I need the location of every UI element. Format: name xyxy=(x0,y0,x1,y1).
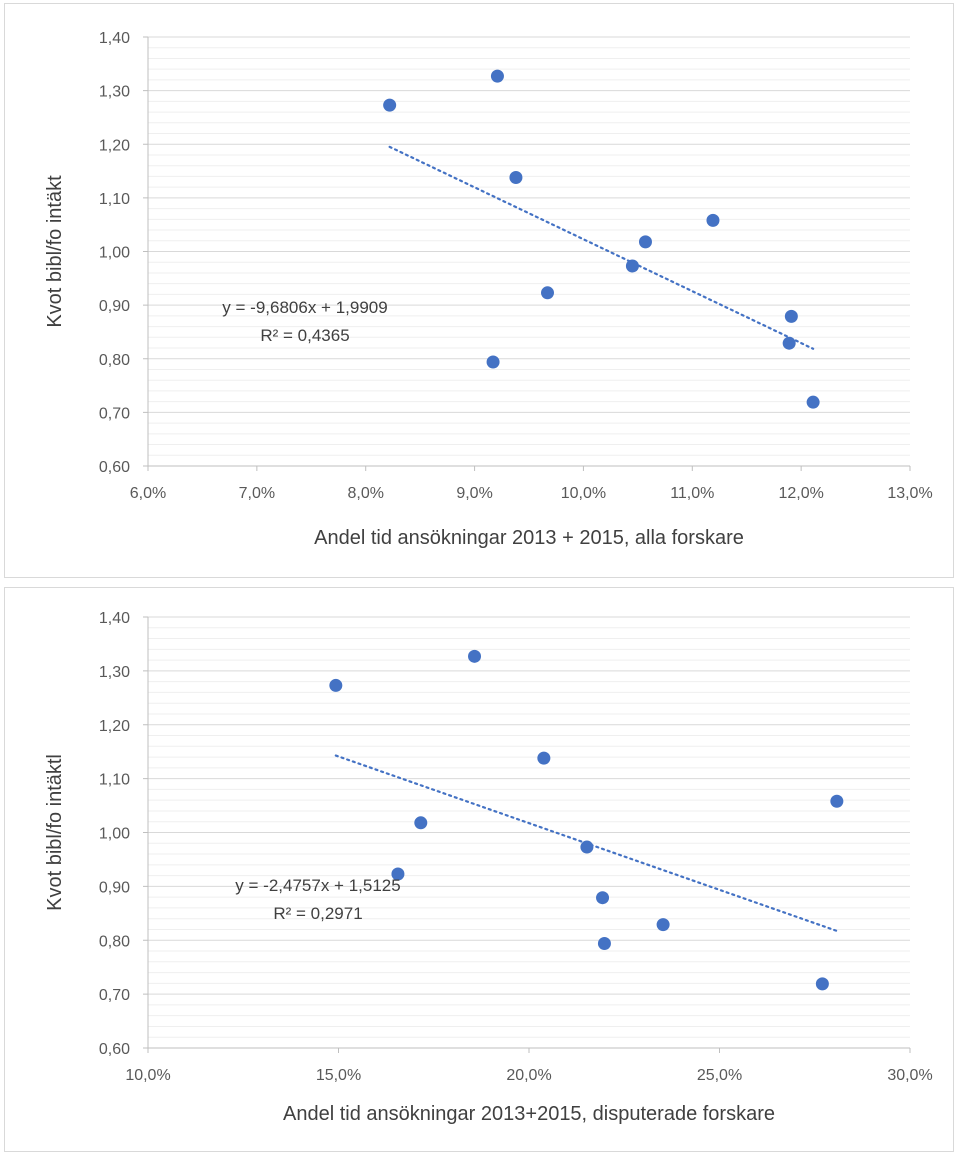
y-tick-label: 0,60 xyxy=(99,1041,130,1058)
y-tick-label: 1,10 xyxy=(99,191,130,208)
data-point xyxy=(490,69,504,83)
data-point xyxy=(815,977,829,991)
x-tick-label: 9,0% xyxy=(456,485,492,502)
data-point xyxy=(596,891,610,905)
y-tick-label: 1,00 xyxy=(99,245,130,262)
scatter-plot-1: 0,60 0,70 0,80 0,90 1,00 1,10 1,20 1,30 1,40 6,0%… xyxy=(44,30,933,549)
y-tick-label: 0,90 xyxy=(99,879,130,896)
data-point xyxy=(580,840,594,854)
y-tick-label: 0,80 xyxy=(99,352,130,369)
data-point xyxy=(391,867,405,881)
y-axis-title: Kvot bibl/fo intäktl xyxy=(44,754,66,911)
data-point xyxy=(806,395,820,409)
data-point xyxy=(541,286,555,300)
x-tick-label: 30,0% xyxy=(887,1067,932,1084)
y-tick-label: 0,60 xyxy=(99,459,130,476)
x-tick-label: 8,0% xyxy=(347,485,383,502)
data-point xyxy=(537,751,551,765)
data-point xyxy=(784,309,798,323)
x-axis-title: Andel tid ansökningar 2013+2015, dispute… xyxy=(283,1103,775,1125)
x-tick-label: 10,0% xyxy=(561,485,606,502)
x-tick-label: 13,0% xyxy=(887,485,932,502)
data-point xyxy=(638,235,652,249)
data-point xyxy=(329,678,343,692)
data-point xyxy=(414,816,428,830)
data-point xyxy=(468,649,482,663)
y-tick-label: 1,30 xyxy=(99,84,130,101)
data-point xyxy=(486,355,500,369)
data-point xyxy=(782,336,796,350)
y-tick-label: 0,90 xyxy=(99,298,130,315)
data-point xyxy=(383,98,397,112)
x-tick-label: 6,0% xyxy=(130,485,166,502)
x-tick-label: 15,0% xyxy=(316,1067,361,1084)
data-point xyxy=(830,794,844,808)
r-squared-label: R² = 0,2971 xyxy=(273,904,362,923)
y-tick-label: 1,20 xyxy=(99,137,130,154)
trendline-equation: y = -2,4757x + 1,5125 xyxy=(235,876,400,895)
trendline xyxy=(388,145,815,350)
y-tick-label: 1,00 xyxy=(99,826,130,843)
r-squared-label: R² = 0,4365 xyxy=(260,326,349,345)
trendline-equation: y = -9,6806x + 1,9909 xyxy=(222,298,387,317)
x-tick-label: 7,0% xyxy=(239,485,275,502)
data-point xyxy=(656,918,670,932)
data-point xyxy=(625,259,639,273)
chart-2: 0,60 0,70 0,80 0,90 1,00 1,10 1,20 1,30 1,40 10,0… xyxy=(4,587,954,1152)
data-point xyxy=(509,170,523,184)
y-tick-label: 0,70 xyxy=(99,405,130,422)
x-tick-label: 20,0% xyxy=(506,1067,551,1084)
data-point xyxy=(597,936,611,950)
x-axis-title: Andel tid ansökningar 2013 + 2015, alla … xyxy=(314,527,744,549)
x-tick-label: 11,0% xyxy=(670,485,714,502)
scatter-plot-2: 0,60 0,70 0,80 0,90 1,00 1,10 1,20 1,30 1,40 10,0… xyxy=(44,610,933,1125)
y-tick-label: 0,80 xyxy=(99,933,130,950)
x-tick-label: 10,0% xyxy=(125,1067,170,1084)
y-axis-title: Kvot bibl/fo intäkt xyxy=(44,175,66,328)
y-tick-label: 0,70 xyxy=(99,987,130,1004)
y-tick-label: 1,10 xyxy=(99,772,130,789)
chart-1: 0,60 0,70 0,80 0,90 1,00 1,10 1,20 1,30 1,40 6,0%… xyxy=(4,3,954,578)
x-tick-label: 25,0% xyxy=(697,1067,742,1084)
data-point xyxy=(706,213,720,227)
y-tick-label: 1,20 xyxy=(99,718,130,735)
x-tick-label: 12,0% xyxy=(778,485,823,502)
y-tick-label: 1,40 xyxy=(99,30,130,47)
y-tick-label: 1,30 xyxy=(99,664,130,681)
y-tick-label: 1,40 xyxy=(99,610,130,627)
